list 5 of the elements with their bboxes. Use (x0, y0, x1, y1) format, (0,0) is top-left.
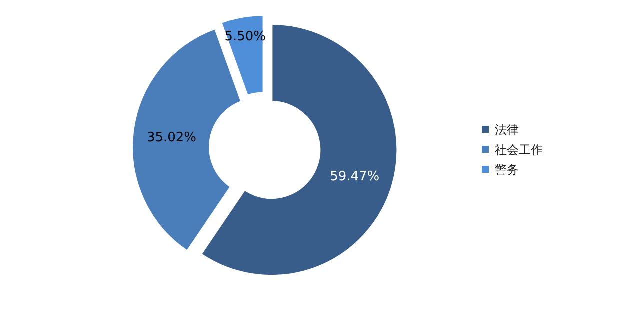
data-label: 59.47% (330, 170, 380, 185)
data-label: 35.02% (146, 130, 197, 146)
legend-label: 法律 (495, 123, 519, 137)
legend-label: 警务 (495, 163, 519, 177)
legend-label: 社会工作 (495, 143, 543, 157)
